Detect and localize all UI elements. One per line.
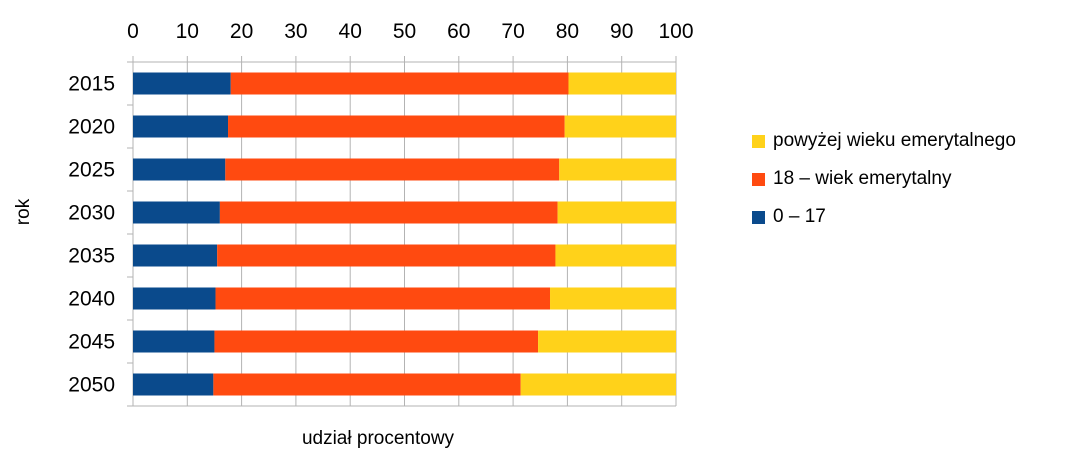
bar-2045-series-2 — [538, 330, 676, 353]
y-tick-label-2045: 2045 — [68, 331, 115, 354]
bar-2025-series-1 — [225, 158, 560, 181]
legend-label-18-wiek: 18 – wiek emerytalny — [773, 168, 952, 189]
bar-2040-series-2 — [550, 287, 676, 310]
x-tick-label-100: 100 — [658, 20, 693, 43]
bar-2025-series-0 — [133, 158, 226, 181]
bar-2020-series-1 — [228, 115, 565, 138]
legend-swatch-18-wiek — [752, 172, 765, 186]
bar-2050-series-1 — [213, 373, 521, 396]
bar-2030-series-1 — [219, 201, 558, 224]
bar-2050-series-2 — [520, 373, 676, 396]
bar-2030-series-0 — [133, 201, 220, 224]
y-tick-label-2050: 2050 — [68, 374, 115, 397]
legend-swatch-0-17 — [752, 210, 765, 224]
x-tick-label-70: 70 — [501, 20, 524, 43]
x-tick-label-30: 30 — [284, 20, 307, 43]
y-tick-label-2015: 2015 — [68, 73, 115, 96]
bar-2040-series-0 — [133, 287, 216, 310]
legend-label-powyzej: powyżej wieku emerytalnego — [773, 130, 1016, 151]
x-tick-label-0: 0 — [127, 20, 139, 43]
bar-2025-series-2 — [559, 158, 676, 181]
legend-item-18-wiek: 18 – wiek emerytalny — [752, 160, 1016, 198]
bar-2035-series-2 — [555, 244, 676, 267]
y-tick-label-2025: 2025 — [68, 159, 115, 182]
bar-2030-series-2 — [557, 201, 676, 224]
bar-2035-series-1 — [217, 244, 556, 267]
x-tick-label-40: 40 — [339, 20, 362, 43]
bar-2045-series-1 — [214, 330, 539, 353]
legend-swatch-powyzej — [752, 134, 765, 148]
legend: powyżej wieku emerytalnego 18 – wiek eme… — [752, 122, 1016, 236]
axes-layer — [127, 61, 676, 407]
x-tick-label-50: 50 — [393, 20, 416, 43]
x-tick-label-80: 80 — [556, 20, 579, 43]
bar-2020-series-0 — [133, 115, 229, 138]
grid-layer — [132, 56, 677, 406]
x-tick-label-90: 90 — [610, 20, 633, 43]
bar-2020-series-2 — [564, 115, 676, 138]
x-tick-label-20: 20 — [230, 20, 253, 43]
bar-2050-series-0 — [133, 373, 214, 396]
bar-2015-series-1 — [230, 72, 569, 95]
x-tick-label-10: 10 — [176, 20, 199, 43]
y-tick-label-2035: 2035 — [68, 245, 115, 268]
y-axis-title: rok — [13, 198, 34, 225]
bar-2015-series-0 — [133, 72, 231, 95]
x-tick-label-60: 60 — [447, 20, 470, 43]
ticks-layer: 0 10 20 30 40 50 60 70 80 90 100201520202025203020… — [68, 20, 693, 397]
bar-2035-series-0 — [133, 244, 218, 267]
legend-item-powyzej: powyżej wieku emerytalnego — [752, 122, 1016, 160]
x-axis-title: udział procentowy — [302, 428, 455, 449]
bar-2045-series-0 — [133, 330, 215, 353]
legend-item-0-17: 0 – 17 — [752, 198, 1016, 236]
y-tick-label-2020: 2020 — [68, 116, 115, 139]
bars-layer — [133, 72, 676, 396]
bar-2040-series-1 — [215, 287, 551, 310]
legend-label-0-17: 0 – 17 — [773, 206, 826, 227]
y-tick-label-2040: 2040 — [68, 288, 115, 311]
y-tick-label-2030: 2030 — [68, 202, 115, 225]
bar-2015-series-2 — [568, 72, 676, 95]
